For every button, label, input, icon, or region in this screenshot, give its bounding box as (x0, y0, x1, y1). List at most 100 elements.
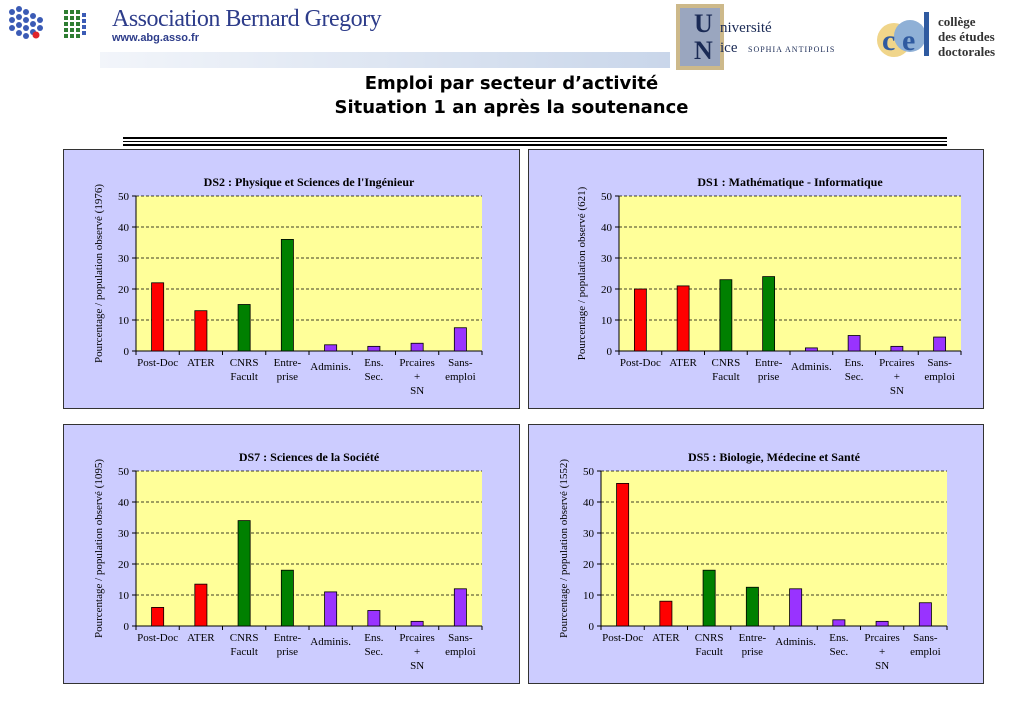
bar (933, 336, 947, 352)
x-category-label: CNRS Facult (695, 632, 724, 658)
ced-line1: collège (938, 14, 976, 29)
y-tick-label: 0 (124, 346, 130, 358)
x-category-label: Adminis. (310, 636, 351, 648)
y-tick-label: 0 (124, 621, 130, 633)
y-tick-label: 30 (601, 253, 613, 265)
chart-svg: DS2 : Physique et Sciences de l'Ingénieu… (93, 175, 483, 397)
chart-panel-ds5: DS5 : Biologie, Médecine et Santé 0 10 20 30… (528, 424, 984, 684)
bar (659, 600, 673, 627)
univ-line1: niversité (720, 20, 772, 36)
chart-panel-ds2: DS2 : Physique et Sciences de l'Ingénieu… (63, 149, 520, 409)
y-tick-label: 30 (118, 253, 130, 265)
x-category-label: CNRS Facult (230, 632, 259, 658)
slide-title-line2: Situation 1 an après la soutenance (334, 97, 689, 118)
chart-title: DS5 : Biologie, Médecine et Santé (688, 450, 861, 464)
bar (324, 344, 338, 352)
x-category-label: Entre-prise (274, 357, 302, 383)
bar (762, 276, 776, 352)
plot-area (136, 471, 482, 626)
chart-svg: DS1 : Mathématique - Informatique 0 10 20 30… (576, 175, 962, 397)
bar (194, 310, 208, 352)
y-tick-label: 50 (583, 466, 595, 478)
college-etudes-doctorales-logo: c e collège des études doctorales (877, 12, 995, 59)
org-name: Association Bernard Gregory (112, 6, 382, 32)
x-category-label: Post-Doc (137, 357, 178, 369)
bar (616, 483, 630, 627)
x-category-label: ATER (187, 357, 215, 369)
bar (719, 279, 733, 352)
bar (410, 342, 424, 352)
bar (367, 610, 381, 627)
chart-title: DS7 : Sciences de la Société (239, 450, 380, 464)
y-tick-label: 40 (583, 497, 595, 509)
x-category-label: Prcaires + SN (399, 632, 434, 672)
slide-title: Emploi par secteur d’activité Situation … (0, 72, 1023, 120)
x-category-label: CNRS Facult (712, 357, 741, 383)
x-category-label: Post-Doc (602, 632, 643, 644)
x-category-label: Ens. Sec. (829, 632, 849, 658)
x-category-label: ATER (652, 632, 680, 644)
bar (745, 586, 759, 627)
x-category-label: Sans-emploi (445, 632, 476, 658)
y-tick-label: 20 (583, 559, 595, 571)
bar (280, 569, 294, 627)
svg-text:e: e (902, 24, 915, 57)
svg-text:c: c (882, 24, 895, 57)
y-tick-label: 10 (118, 315, 130, 327)
x-category-label: Entre-prise (274, 632, 302, 658)
x-category-label: Sans-emploi (445, 357, 476, 383)
svg-text:U: U (694, 9, 713, 38)
y-tick-label: 20 (118, 284, 130, 296)
chart-title: DS1 : Mathématique - Informatique (697, 175, 883, 189)
bar (367, 345, 381, 352)
x-category-label: Ens. Sec. (845, 357, 865, 383)
chart-svg: DS5 : Biologie, Médecine et Santé 0 10 20 30… (558, 450, 948, 672)
y-tick-label: 50 (118, 466, 130, 478)
bar (151, 606, 165, 627)
title-rule-mid (123, 141, 947, 142)
x-category-label: CNRS Facult (230, 357, 259, 383)
bar (237, 304, 251, 352)
x-category-label: ATER (669, 357, 697, 369)
bar (875, 620, 889, 627)
ced-line3: doctorales (938, 44, 995, 59)
y-axis-label: Pourcentage / population observé (621) (576, 186, 588, 360)
plot-area (136, 196, 482, 351)
y-tick-label: 40 (118, 497, 130, 509)
x-category-label: Entre-prise (739, 632, 767, 658)
header: Association Bernard Gregory www.abg.asso… (0, 0, 1023, 70)
univ-line2: ice (720, 40, 738, 56)
y-tick-label: 30 (118, 528, 130, 540)
y-tick-label: 20 (601, 284, 613, 296)
y-axis-label: Pourcentage / population observé (1976) (93, 184, 105, 363)
x-category-label: Sans-emploi (910, 632, 941, 658)
x-category-label: Prcaires + SN (864, 632, 899, 672)
y-tick-label: 0 (589, 621, 595, 633)
y-tick-label: 10 (118, 590, 130, 602)
title-rule-bottom (123, 144, 947, 146)
bar (890, 345, 904, 352)
ced-line2: des études (938, 29, 995, 44)
x-category-label: Ens. Sec. (364, 632, 384, 658)
y-tick-label: 50 (601, 191, 613, 203)
org-url[interactable]: www.abg.asso.fr (112, 32, 200, 44)
y-tick-label: 20 (118, 559, 130, 571)
plot-area (619, 196, 961, 351)
slide-title-line1: Emploi par secteur d’activité (364, 73, 659, 94)
bar (410, 620, 424, 627)
x-category-label: Entre-prise (755, 357, 783, 383)
x-category-label: Post-Doc (620, 357, 661, 369)
bar (702, 569, 716, 627)
title-rule-top (123, 137, 947, 139)
y-tick-label: 40 (601, 222, 613, 234)
y-tick-label: 10 (583, 590, 595, 602)
x-category-label: Post-Doc (137, 632, 178, 644)
chart-panel-ds1: DS1 : Mathématique - Informatique 0 10 20 30… (528, 149, 984, 409)
header-bar (100, 52, 670, 68)
bar (676, 285, 690, 352)
x-category-label: ATER (187, 632, 215, 644)
x-category-label: Ens. Sec. (364, 357, 384, 383)
x-category-label: Sans-emploi (924, 357, 955, 383)
bar (280, 239, 294, 352)
bar (832, 619, 846, 627)
